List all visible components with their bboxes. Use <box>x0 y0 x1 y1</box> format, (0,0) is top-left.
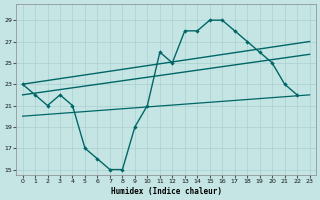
X-axis label: Humidex (Indice chaleur): Humidex (Indice chaleur) <box>111 187 221 196</box>
